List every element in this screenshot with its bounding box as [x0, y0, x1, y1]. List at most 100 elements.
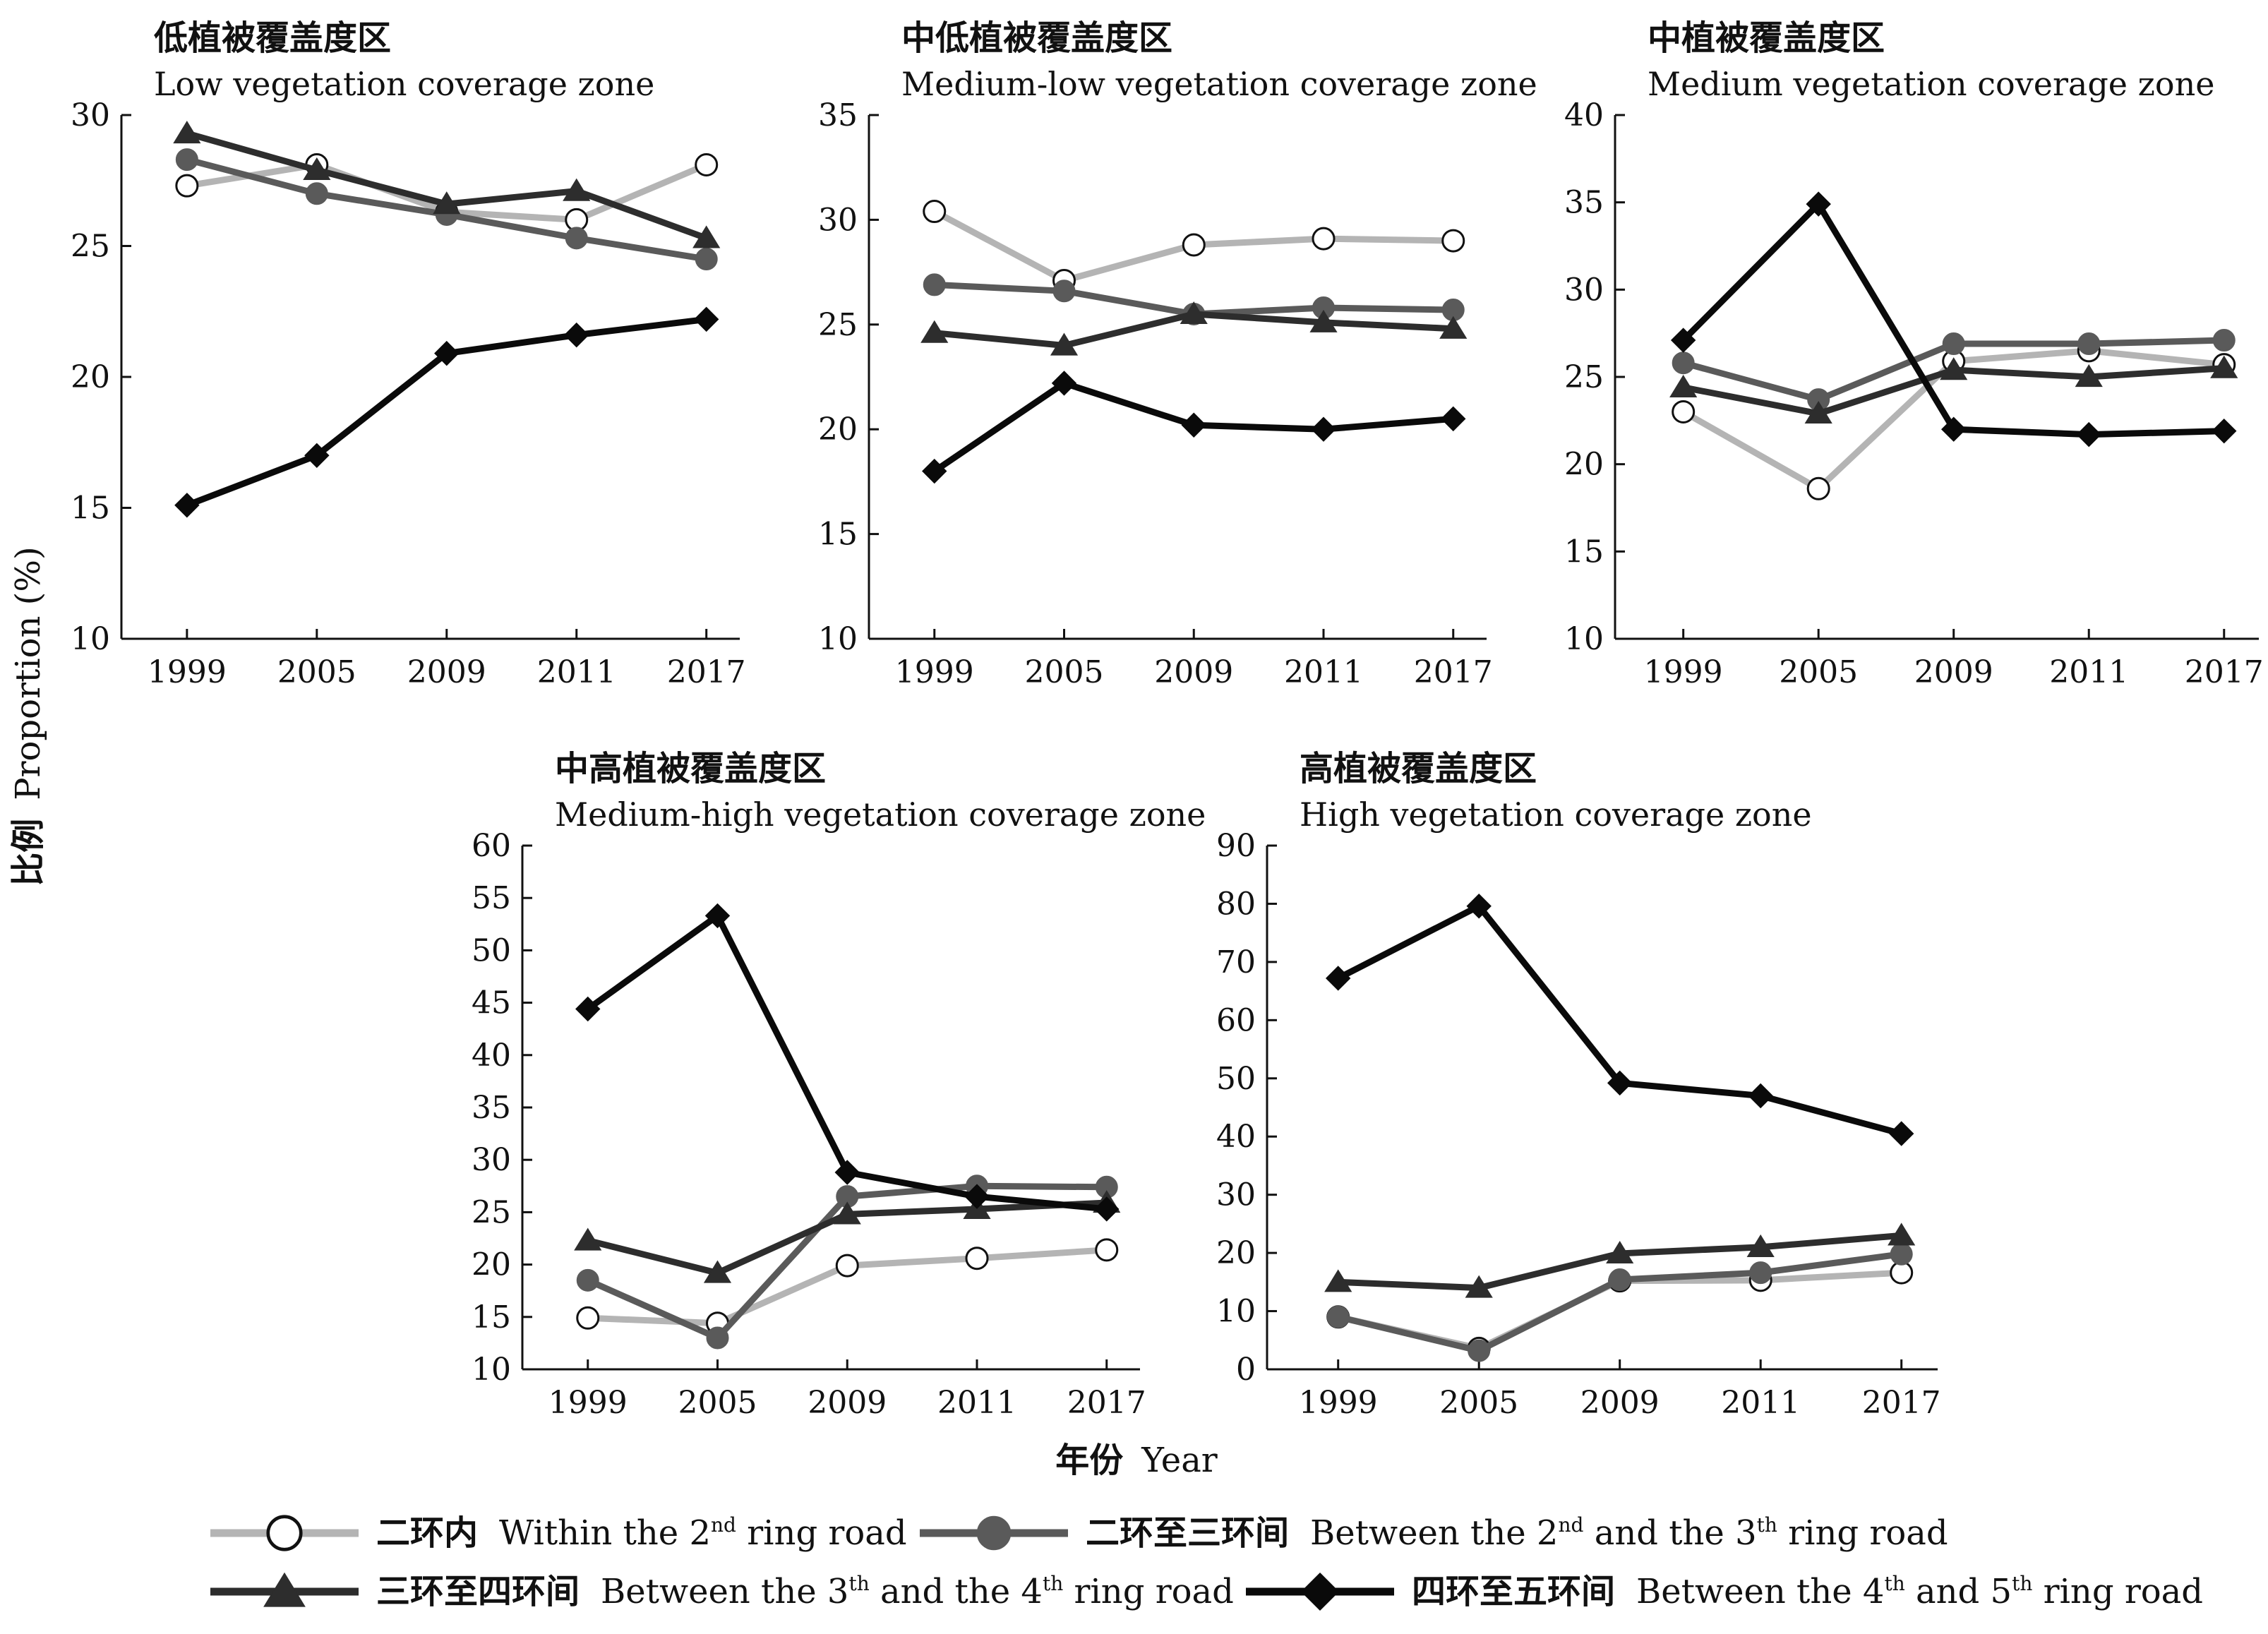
- y-tick-label: 10: [1216, 1294, 1256, 1330]
- data-point: [1052, 280, 1076, 303]
- x-tick-label: 1999: [1299, 1385, 1378, 1421]
- y-tick-label: 35: [472, 1090, 511, 1126]
- data-point: [1670, 328, 1696, 353]
- data-point: [304, 443, 330, 469]
- x-tick-label: 2017: [2185, 654, 2264, 690]
- y-axis-label-zh: 比例: [8, 819, 48, 887]
- data-point: [1806, 191, 1831, 217]
- x-tick-label: 2009: [1914, 654, 1993, 690]
- data-point: [2212, 329, 2236, 352]
- panel-title-en: Medium-low vegetation coverage zone: [901, 65, 1537, 103]
- y-tick-label: 50: [472, 932, 511, 968]
- series-s2: [1672, 329, 2236, 411]
- data-point: [1051, 371, 1077, 396]
- data-point: [1749, 1261, 1772, 1285]
- data-point: [2212, 418, 2237, 444]
- panels-layer: 低植被覆盖度区 Low vegetation coverage zone 10 15 2…: [71, 18, 2264, 1421]
- x-tick-label: 1999: [148, 654, 227, 690]
- y-tick-label: 30: [1564, 272, 1604, 308]
- data-point: [692, 225, 721, 248]
- y-tick-label: 10: [472, 1352, 511, 1388]
- legend-marker: [976, 1515, 1012, 1551]
- legend-label: 二环至三环间 Between the 2nd and the 3th ring r…: [1086, 1513, 1948, 1553]
- data-point: [576, 1268, 599, 1292]
- x-tick-label: 1999: [548, 1385, 628, 1421]
- y-tick-label: 30: [71, 97, 110, 133]
- x-tick-label: 2011: [2049, 654, 2128, 690]
- y-tick-label: 60: [1216, 1002, 1256, 1038]
- data-point: [1940, 357, 1968, 380]
- data-point: [563, 178, 591, 201]
- x-tick-label: 2011: [1721, 1385, 1800, 1421]
- y-tick-label: 20: [1216, 1235, 1256, 1271]
- y-tick-label: 30: [472, 1142, 511, 1178]
- series-s1: [923, 200, 1465, 292]
- data-point: [706, 1326, 729, 1350]
- panel-title-zh: 低植被覆盖度区: [154, 18, 391, 58]
- data-point: [303, 157, 331, 181]
- y-tick-label: 25: [818, 307, 858, 343]
- x-tick-label: 2009: [1154, 654, 1233, 690]
- data-point: [834, 1160, 860, 1185]
- y-tick-label: 25: [1564, 359, 1604, 395]
- data-point: [964, 1184, 990, 1209]
- x-tick-label: 2005: [1025, 654, 1104, 690]
- series-s3: [173, 121, 721, 248]
- data-point: [1466, 894, 1492, 919]
- series-s4: [922, 371, 1466, 484]
- y-tick-label: 10: [1564, 621, 1604, 657]
- panel-med: 中植被覆盖度区 Medium vegetation coverage zone 10…: [1564, 18, 2264, 690]
- data-point: [1309, 309, 1338, 332]
- data-point: [565, 227, 588, 250]
- x-tick-label: 2009: [808, 1385, 887, 1421]
- panel-title-zh: 高植被覆盖度区: [1300, 749, 1537, 788]
- data-point: [833, 1201, 861, 1225]
- legend-marker: [1300, 1572, 1340, 1611]
- x-tick-label: 2005: [1439, 1385, 1518, 1421]
- x-tick-label: 1999: [895, 654, 974, 690]
- y-tick-label: 25: [472, 1194, 511, 1230]
- legend-item-s2: 二环至三环间 Between the 2nd and the 3th ring r…: [920, 1513, 1948, 1553]
- panel-title-en: High vegetation coverage zone: [1300, 795, 1812, 834]
- x-tick-label: 2017: [1067, 1385, 1146, 1421]
- data-point: [1050, 332, 1079, 356]
- series-s3: [920, 301, 1468, 356]
- data-point: [433, 191, 461, 215]
- x-tick-label: 2009: [1580, 1385, 1660, 1421]
- panel-title-zh: 中高植被覆盖度区: [555, 749, 826, 788]
- data-point: [1607, 1070, 1633, 1096]
- data-point: [1806, 476, 1830, 500]
- data-point: [1181, 412, 1206, 438]
- legend-item-s1: 二环内 Within the 2nd ring road: [210, 1513, 907, 1553]
- data-point: [1672, 352, 1695, 375]
- x-tick-label: 1999: [1644, 654, 1723, 690]
- data-point: [1441, 229, 1465, 253]
- panel-title-en: Medium vegetation coverage zone: [1648, 65, 2214, 103]
- x-tick-label: 2005: [277, 654, 356, 690]
- data-point: [1182, 233, 1206, 257]
- data-point: [1888, 1121, 1914, 1146]
- series-s2: [175, 148, 718, 271]
- series-s3: [1324, 1223, 1916, 1298]
- y-tick-label: 35: [1564, 185, 1604, 221]
- data-point: [923, 200, 947, 224]
- y-tick-label: 40: [472, 1038, 511, 1074]
- data-point: [574, 1227, 602, 1251]
- series-s4: [1670, 191, 2237, 447]
- x-axis-label-en: Year: [1141, 1441, 1218, 1480]
- data-point: [1311, 416, 1336, 442]
- legend-label: 二环内 Within the 2nd ring road: [376, 1513, 907, 1553]
- panel-title-zh: 中低植被覆盖度区: [901, 18, 1172, 58]
- data-point: [1746, 1234, 1775, 1257]
- y-tick-label: 15: [71, 491, 110, 527]
- data-point: [173, 121, 201, 144]
- legend: 二环内 Within the 2nd ring road 二环至三环间 Between…: [210, 1513, 2203, 1611]
- y-tick-label: 20: [71, 359, 110, 395]
- legend-item-s3: 三环至四环间 Between the 3th and the 4th ring r…: [210, 1572, 1234, 1611]
- legend-item-s4: 四环至五环间 Between the 4th and 5th ring road: [1246, 1572, 2203, 1611]
- data-point: [835, 1254, 859, 1278]
- data-point: [965, 1246, 989, 1270]
- x-axis-label: 年份 Year: [1055, 1441, 1218, 1480]
- y-tick-label: 60: [472, 828, 511, 864]
